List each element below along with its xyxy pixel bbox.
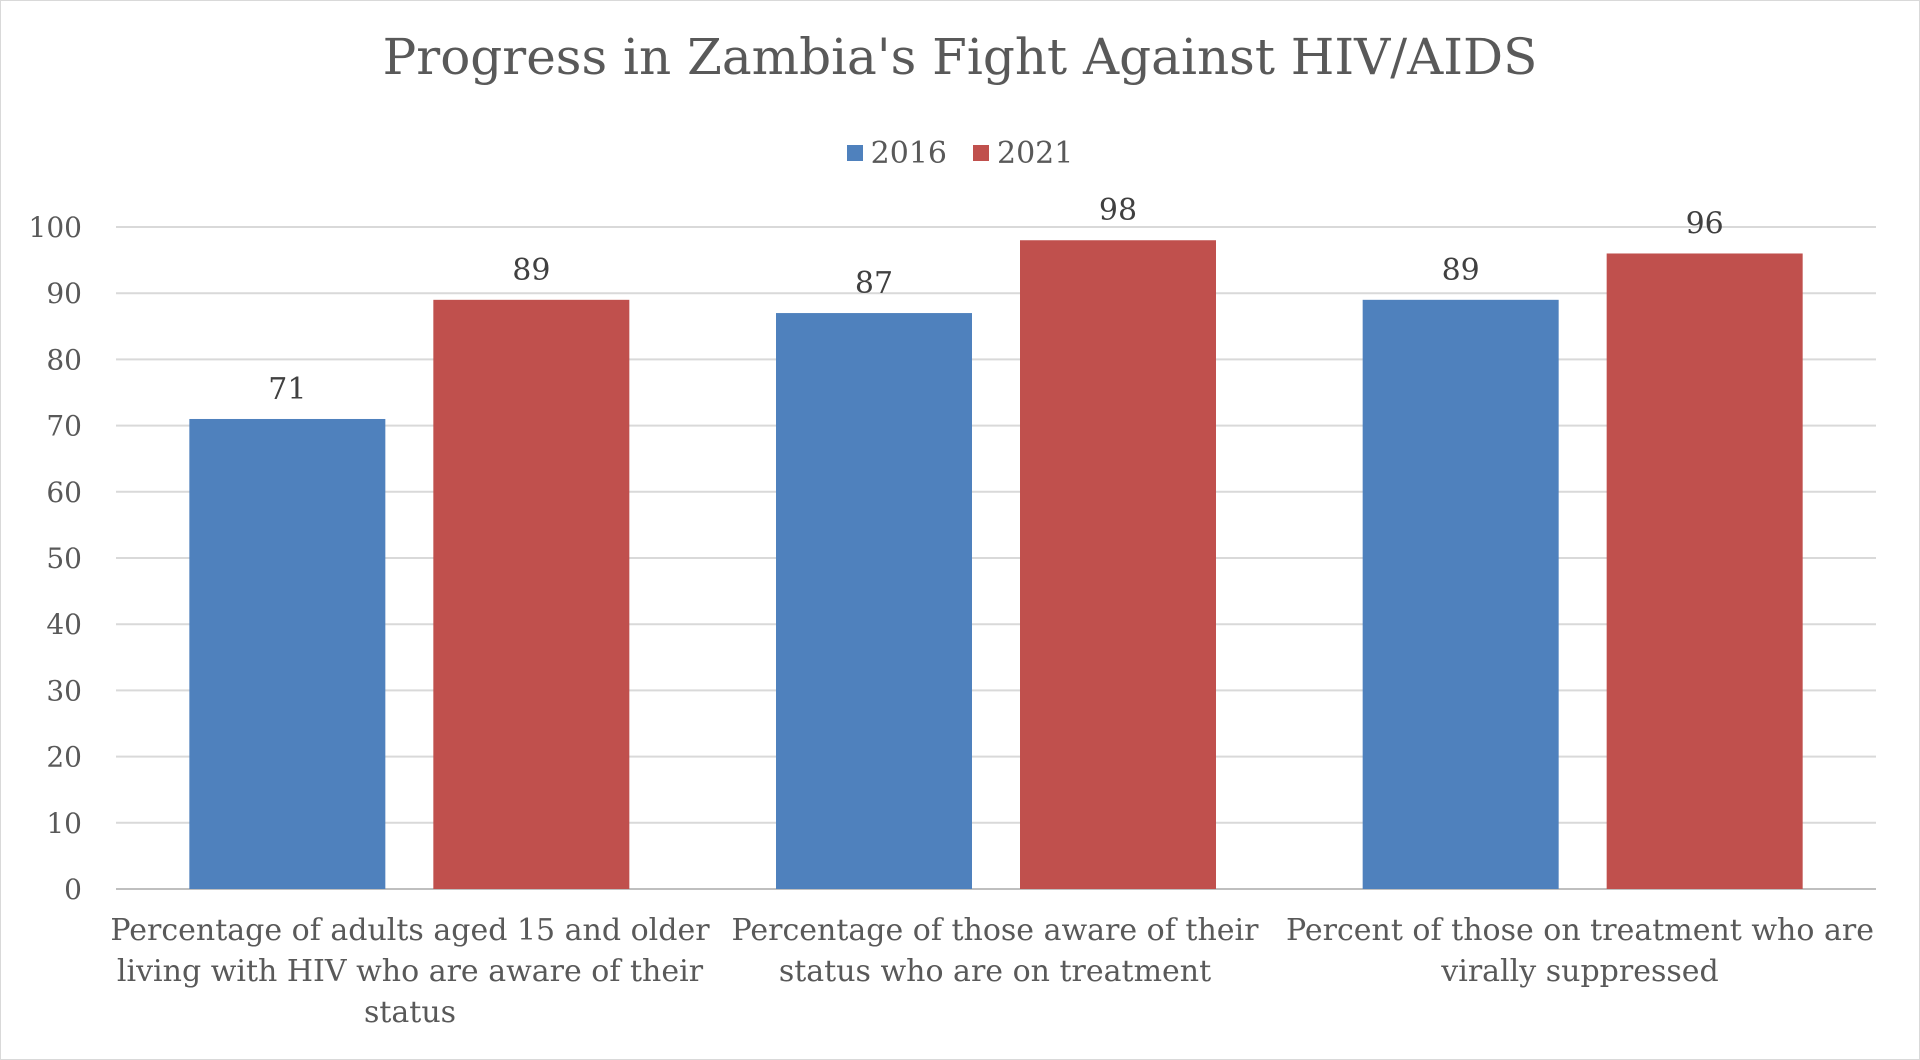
data-label-2016-cat-2: 87: [855, 266, 893, 301]
y-tick-label: 80: [46, 343, 82, 376]
y-tick-label: 20: [46, 741, 82, 774]
y-tick-label: 30: [46, 674, 82, 707]
bar-2021-cat-2: [1020, 240, 1216, 890]
legend-label-2016: 2016: [870, 135, 947, 171]
legend-swatch-2016: [846, 145, 863, 161]
y-tick-label: 100: [29, 211, 82, 244]
bar-2016-cat-2: [776, 313, 972, 889]
y-tick-label: 60: [46, 476, 82, 509]
category-label-1: Percentage of adults aged 15 and older l…: [110, 913, 710, 1030]
category-label-2: Percentage of those aware of their statu…: [731, 913, 1259, 989]
y-tick-label: 50: [46, 542, 82, 575]
bar-2016-cat-3: [1362, 299, 1559, 889]
bar-2021-cat-3: [1606, 253, 1803, 890]
bar-2016-cat-1: [189, 418, 386, 889]
data-label-2016-cat-3: 89: [1442, 253, 1480, 288]
category-label-3: Percent of those on treatment who are vi…: [1286, 913, 1874, 989]
legend-label-2021: 2021: [997, 135, 1074, 171]
data-label-2021-cat-3: 96: [1686, 206, 1724, 241]
data-label-2016-cat-1: 71: [268, 372, 306, 407]
bar-2021-cat-1: [433, 299, 630, 889]
chart-title: Progress in Zambia's Fight Against HIV/A…: [382, 28, 1538, 86]
y-tick-label: 0: [64, 873, 82, 906]
legend-item-2016: 2016: [846, 135, 947, 171]
y-tick-label: 10: [46, 807, 82, 840]
legend-item-2021: 2021: [973, 136, 1073, 171]
data-label-2021-cat-2: 98: [1099, 193, 1137, 228]
y-tick-label: 40: [46, 608, 82, 641]
y-tick-label: 90: [46, 277, 82, 310]
legend-swatch-2021: [973, 145, 989, 161]
y-tick-label: 70: [46, 410, 82, 443]
chart-legend: 2016 2021: [0, 132, 1920, 174]
data-label-2021-cat-1: 89: [512, 253, 550, 288]
